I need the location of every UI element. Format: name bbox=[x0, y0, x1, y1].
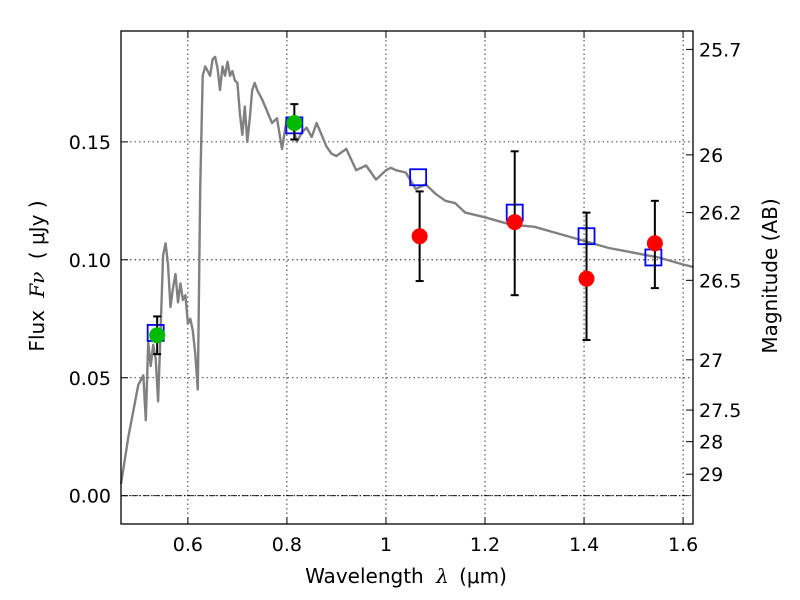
y2-tick-label: 26.2 bbox=[699, 203, 741, 225]
x-tick-label: 1.2 bbox=[470, 534, 500, 556]
y-tick-label: 0.10 bbox=[69, 250, 111, 272]
y2-tick-label: 25.7 bbox=[699, 39, 741, 61]
observed-point bbox=[411, 228, 428, 245]
model-band-marker bbox=[409, 168, 428, 187]
observed-point bbox=[646, 235, 663, 252]
axes: 0.6 0.8 1 1.2 1.4 1.6 0.00 0.05 0.10 0.15 25.7 26 26… bbox=[69, 30, 741, 556]
y2-tick-label: 27.5 bbox=[699, 400, 741, 422]
x-tick-label: 1.4 bbox=[569, 534, 599, 556]
model-spectrum-line bbox=[119, 55, 694, 485]
y2-tick-label: 26 bbox=[699, 145, 723, 167]
x-tick-label: 0.8 bbox=[272, 534, 302, 556]
grid bbox=[121, 31, 693, 524]
y-tick-label: 0.15 bbox=[69, 132, 111, 154]
y2-tick-label: 26.5 bbox=[699, 270, 741, 292]
y2-axis-label: Magnitude (AB) bbox=[758, 198, 782, 353]
y-axis-label: Flux Fν ( μJy ) bbox=[25, 200, 49, 351]
y2-tick-label: 29 bbox=[699, 464, 723, 486]
plot-frame bbox=[120, 30, 694, 525]
y2-tick-label: 27 bbox=[699, 350, 723, 372]
x-tick-label: 1.6 bbox=[668, 534, 698, 556]
detected-point bbox=[286, 114, 303, 131]
y-tick-label: 0.00 bbox=[69, 486, 111, 508]
y-tick-label: 0.05 bbox=[69, 368, 111, 390]
observed-point bbox=[578, 270, 595, 287]
y2-tick-label: 28 bbox=[699, 432, 723, 454]
detected-point bbox=[149, 327, 166, 344]
x-axis-label: Wavelength λ (μm) bbox=[305, 564, 507, 588]
plot-area bbox=[119, 55, 694, 485]
x-tick-label: 0.6 bbox=[173, 534, 203, 556]
x-tick-label: 1 bbox=[380, 534, 392, 556]
observed-point bbox=[506, 214, 523, 231]
